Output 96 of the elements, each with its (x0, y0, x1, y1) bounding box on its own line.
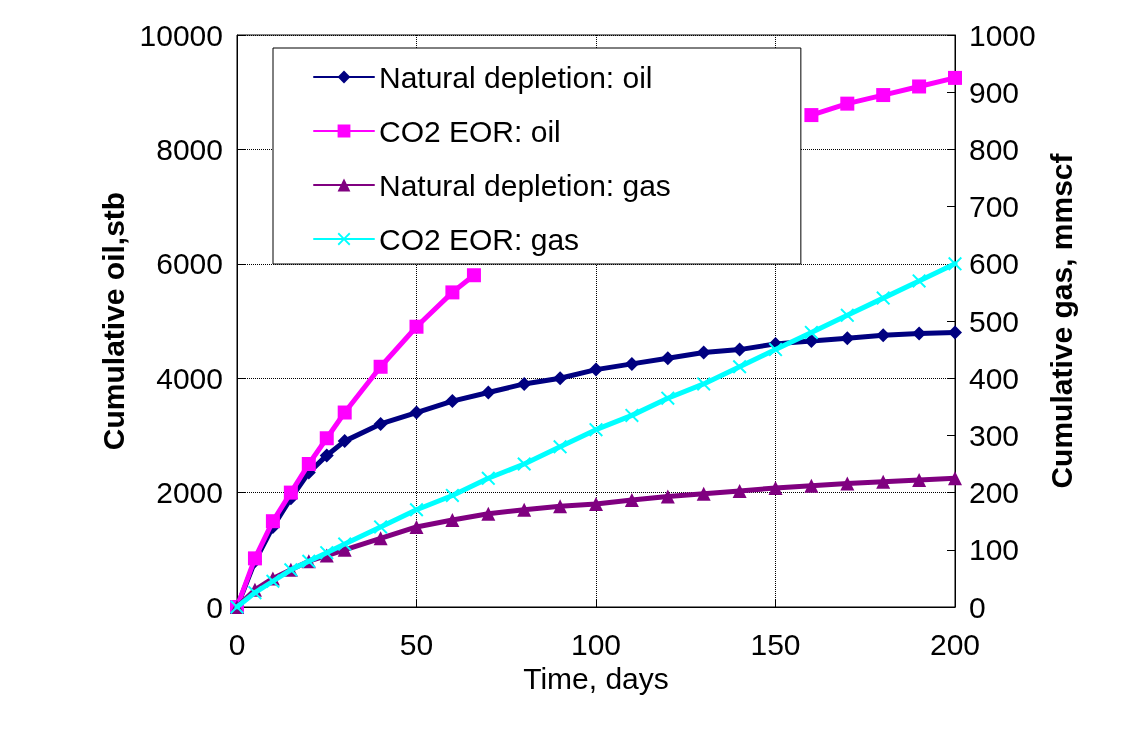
point (660, 351, 675, 366)
point (319, 431, 334, 446)
y-tick-label: 0 (206, 590, 223, 624)
x-tick-label: 0 (228, 627, 246, 661)
x-axis-title: Time, days (523, 662, 669, 696)
x-tick-label: 200 (929, 627, 981, 661)
point (301, 457, 316, 471)
point (732, 342, 747, 357)
point (624, 493, 639, 508)
point (337, 537, 352, 552)
point (553, 439, 568, 454)
x-tick-label: 150 (750, 627, 801, 661)
point (589, 422, 603, 437)
point (445, 394, 460, 409)
point (768, 342, 783, 357)
y2-tick-label: 500 (969, 304, 1020, 338)
point (876, 88, 891, 103)
point (696, 345, 711, 360)
point (804, 478, 819, 493)
point (373, 416, 388, 431)
point (660, 489, 675, 504)
y-tick-label: 6000 (156, 247, 223, 281)
point (373, 359, 388, 374)
y2-axis-title: Cumulative gas, mmscf (1045, 152, 1079, 489)
point (624, 408, 639, 423)
point (445, 285, 460, 300)
point (840, 96, 855, 111)
point (696, 376, 711, 391)
point (481, 506, 496, 521)
legend-label: Natural depletion: oil (379, 60, 653, 94)
point (337, 434, 352, 449)
point (804, 334, 819, 349)
point (948, 325, 962, 340)
point (319, 448, 334, 463)
x-tick-label: 100 (570, 627, 622, 661)
y2-tick-label: 600 (969, 247, 1020, 281)
point (445, 513, 460, 528)
point (517, 457, 532, 471)
y-tick-label: 4000 (156, 361, 223, 395)
point (948, 256, 962, 271)
point (589, 362, 603, 377)
y2-tick-label: 300 (969, 418, 1020, 452)
point (840, 331, 855, 346)
point (283, 485, 298, 500)
point (912, 473, 927, 488)
legend-label: CO2 EOR: oil (379, 114, 561, 148)
point (732, 483, 747, 498)
point (409, 502, 424, 517)
y2-tick-label: 0 (969, 590, 986, 624)
legend-label: Natural depletion: gas (379, 168, 671, 202)
x-tick-label: 50 (399, 627, 434, 661)
point (409, 405, 424, 420)
y2-tick-label: 400 (969, 361, 1020, 395)
y2-tick-label: 900 (969, 75, 1020, 109)
y-tick-label: 8000 (156, 132, 223, 166)
point (481, 471, 496, 486)
point (696, 486, 711, 501)
point (840, 476, 855, 491)
legend-label: CO2 EOR: gas (379, 222, 580, 256)
point (481, 385, 496, 400)
point (553, 371, 568, 386)
y2-tick-label: 200 (969, 476, 1020, 510)
point (553, 499, 568, 514)
point (804, 325, 819, 340)
point (466, 268, 481, 283)
y2-tick-label: 1000 (969, 18, 1036, 52)
point (876, 474, 891, 489)
y-tick-label: 2000 (156, 476, 223, 510)
y-tick-label: 10000 (139, 18, 223, 52)
point (804, 108, 819, 123)
point (948, 471, 962, 486)
point (373, 519, 388, 534)
point (265, 514, 280, 529)
point (373, 531, 388, 546)
point (409, 319, 424, 334)
point (912, 326, 927, 341)
point (912, 79, 927, 94)
point (876, 291, 891, 306)
point (445, 488, 460, 503)
point (912, 273, 927, 288)
point (660, 391, 675, 406)
point (948, 70, 962, 85)
point (876, 328, 891, 343)
y-axis-title: Cumulative oil,stb (97, 191, 131, 451)
point (337, 405, 352, 420)
point (517, 502, 532, 517)
point (624, 356, 639, 371)
point (409, 519, 424, 534)
y2-tick-label: 100 (969, 533, 1020, 567)
point (768, 481, 783, 496)
point (589, 497, 603, 512)
point (840, 308, 855, 323)
y2-tick-label: 800 (969, 132, 1020, 166)
point (732, 359, 747, 374)
y2-tick-label: 700 (969, 190, 1020, 224)
point (517, 376, 532, 391)
